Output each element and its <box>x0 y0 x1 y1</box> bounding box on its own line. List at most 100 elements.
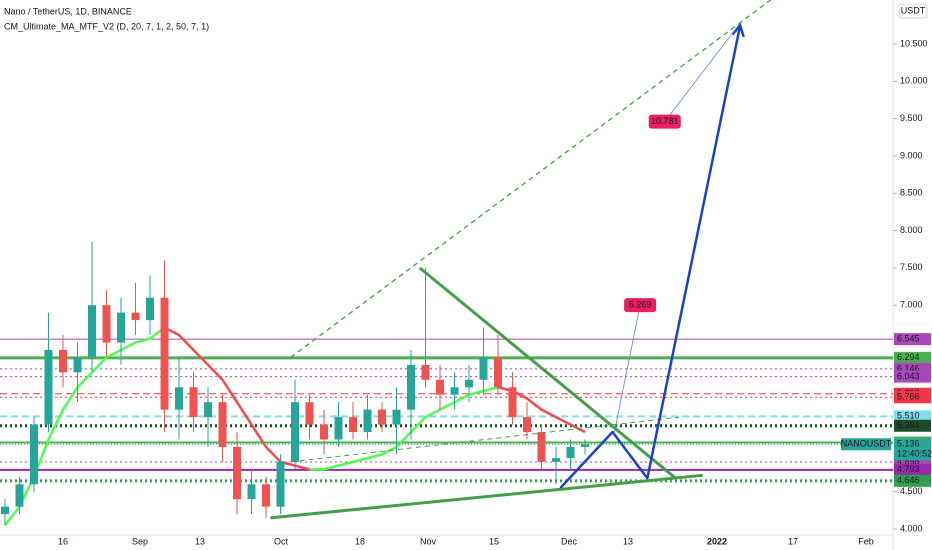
candle-body <box>494 357 502 388</box>
arrow-head <box>731 22 745 38</box>
annotation-pointer <box>613 305 641 435</box>
candle-body <box>175 387 183 410</box>
candle-body <box>146 297 154 321</box>
candle-body <box>320 424 328 440</box>
candle-body <box>1 506 9 515</box>
level-tag-label: 6.043 <box>897 371 920 381</box>
trend-line <box>290 416 680 463</box>
trend-line <box>418 266 676 479</box>
countdown: 12:40:52 <box>897 449 932 459</box>
y-tick-label: 4.500 <box>900 486 923 496</box>
candle-body <box>508 387 517 418</box>
level-tag-label: 5.510 <box>897 411 920 421</box>
candle-body <box>552 458 560 462</box>
candle-body <box>421 364 430 380</box>
level-tag <box>894 391 931 404</box>
candle-body <box>117 312 125 343</box>
candle-body <box>291 402 299 462</box>
plot: 10.781 5.269 <box>0 0 893 527</box>
level-tag-label: 4.898 <box>897 456 920 466</box>
chart-title: Nano / TetherUS, 1D, BINANCE <box>4 6 132 16</box>
candle-body <box>247 484 256 500</box>
currency: USDT <box>901 5 926 15</box>
symbol-tag <box>841 438 891 451</box>
level-tag <box>894 419 931 432</box>
candle-body <box>479 357 488 380</box>
candle-body <box>15 484 24 507</box>
level-tag-label: 4.646 <box>897 475 920 485</box>
level-tag <box>894 351 931 364</box>
candle-body <box>233 446 241 500</box>
x-tick-label: 15 <box>489 536 499 546</box>
candle-body <box>204 402 212 418</box>
trend-line <box>559 25 742 489</box>
candle-body <box>378 409 386 425</box>
candle-body <box>407 364 415 410</box>
candle-body <box>73 357 82 373</box>
candle-body <box>276 461 285 507</box>
level-tag-label: 5.766 <box>897 392 920 402</box>
level-tag <box>894 463 931 476</box>
candle-body <box>523 417 531 433</box>
x-tick-label: 17 <box>788 536 798 546</box>
x-tick-label: Oct <box>274 536 289 546</box>
y-tick-label: 10.500 <box>900 38 928 48</box>
candle-body <box>450 387 459 395</box>
x-tick-label: Dec <box>561 536 578 546</box>
candle-body <box>218 402 227 447</box>
level-tag <box>894 370 931 383</box>
last-price-label: 5.136 <box>897 439 920 449</box>
y-tick-label: 8.000 <box>900 225 923 235</box>
x-tick-label: 18 <box>355 536 365 546</box>
level-tag <box>894 410 931 423</box>
candle-body <box>392 409 401 425</box>
candle-body <box>363 409 372 433</box>
level-tag-label: 4.793 <box>897 464 920 474</box>
candle-body <box>102 305 111 343</box>
candle-body <box>465 379 473 388</box>
level-tag-label: 6.294 <box>897 352 920 362</box>
candle-body <box>30 424 38 485</box>
last-price-tag <box>894 438 931 461</box>
candle-body <box>44 349 53 425</box>
annotation-box <box>648 114 681 129</box>
annotation-pointer <box>664 22 741 122</box>
y-tick-label: 10.000 <box>900 76 928 86</box>
candle-body <box>334 417 343 440</box>
candle-body <box>59 349 67 373</box>
candle-body <box>537 432 546 462</box>
y-tick-label: 7.000 <box>900 300 923 310</box>
candle-body <box>131 312 140 321</box>
x-tick-label: Nov <box>420 536 437 546</box>
level-tag-label: 6.146 <box>897 363 920 373</box>
trend-line <box>290 0 771 358</box>
annotation-box <box>624 298 657 313</box>
level-tag-label: 5.384 <box>897 420 920 430</box>
x-tick-label: 16 <box>58 536 68 546</box>
trend-line <box>270 473 703 520</box>
x-tick-label: 13 <box>623 536 633 546</box>
indicator-label: CM_Ultimate_MA_MTF_V2 (D, 20, 7, 1, 2, 5… <box>4 21 209 31</box>
candle-body <box>262 484 270 507</box>
candle-body <box>566 446 575 459</box>
currency-box[interactable] <box>898 3 928 19</box>
symbol-label: NANOUSDT <box>841 439 892 449</box>
candle-body <box>581 444 589 447</box>
candle-body <box>305 402 314 425</box>
y-tick-label: 9.500 <box>900 113 923 123</box>
x-tick-label: 2022 <box>707 536 727 546</box>
y-tick-label: 9.000 <box>900 150 923 160</box>
y-tick-label: 8.500 <box>900 188 923 198</box>
candle-body <box>189 387 198 418</box>
candle-body <box>436 379 444 395</box>
candle-body <box>349 417 357 433</box>
candle-body <box>88 305 96 358</box>
annotation-label: 5.269 <box>629 300 652 310</box>
annotation-label: 10.781 <box>651 116 679 126</box>
x-tick-label: Sep <box>132 536 148 546</box>
level-tag <box>894 474 931 487</box>
x-tick-label: 13 <box>195 536 205 546</box>
y-tick-label: 7.500 <box>900 262 923 272</box>
